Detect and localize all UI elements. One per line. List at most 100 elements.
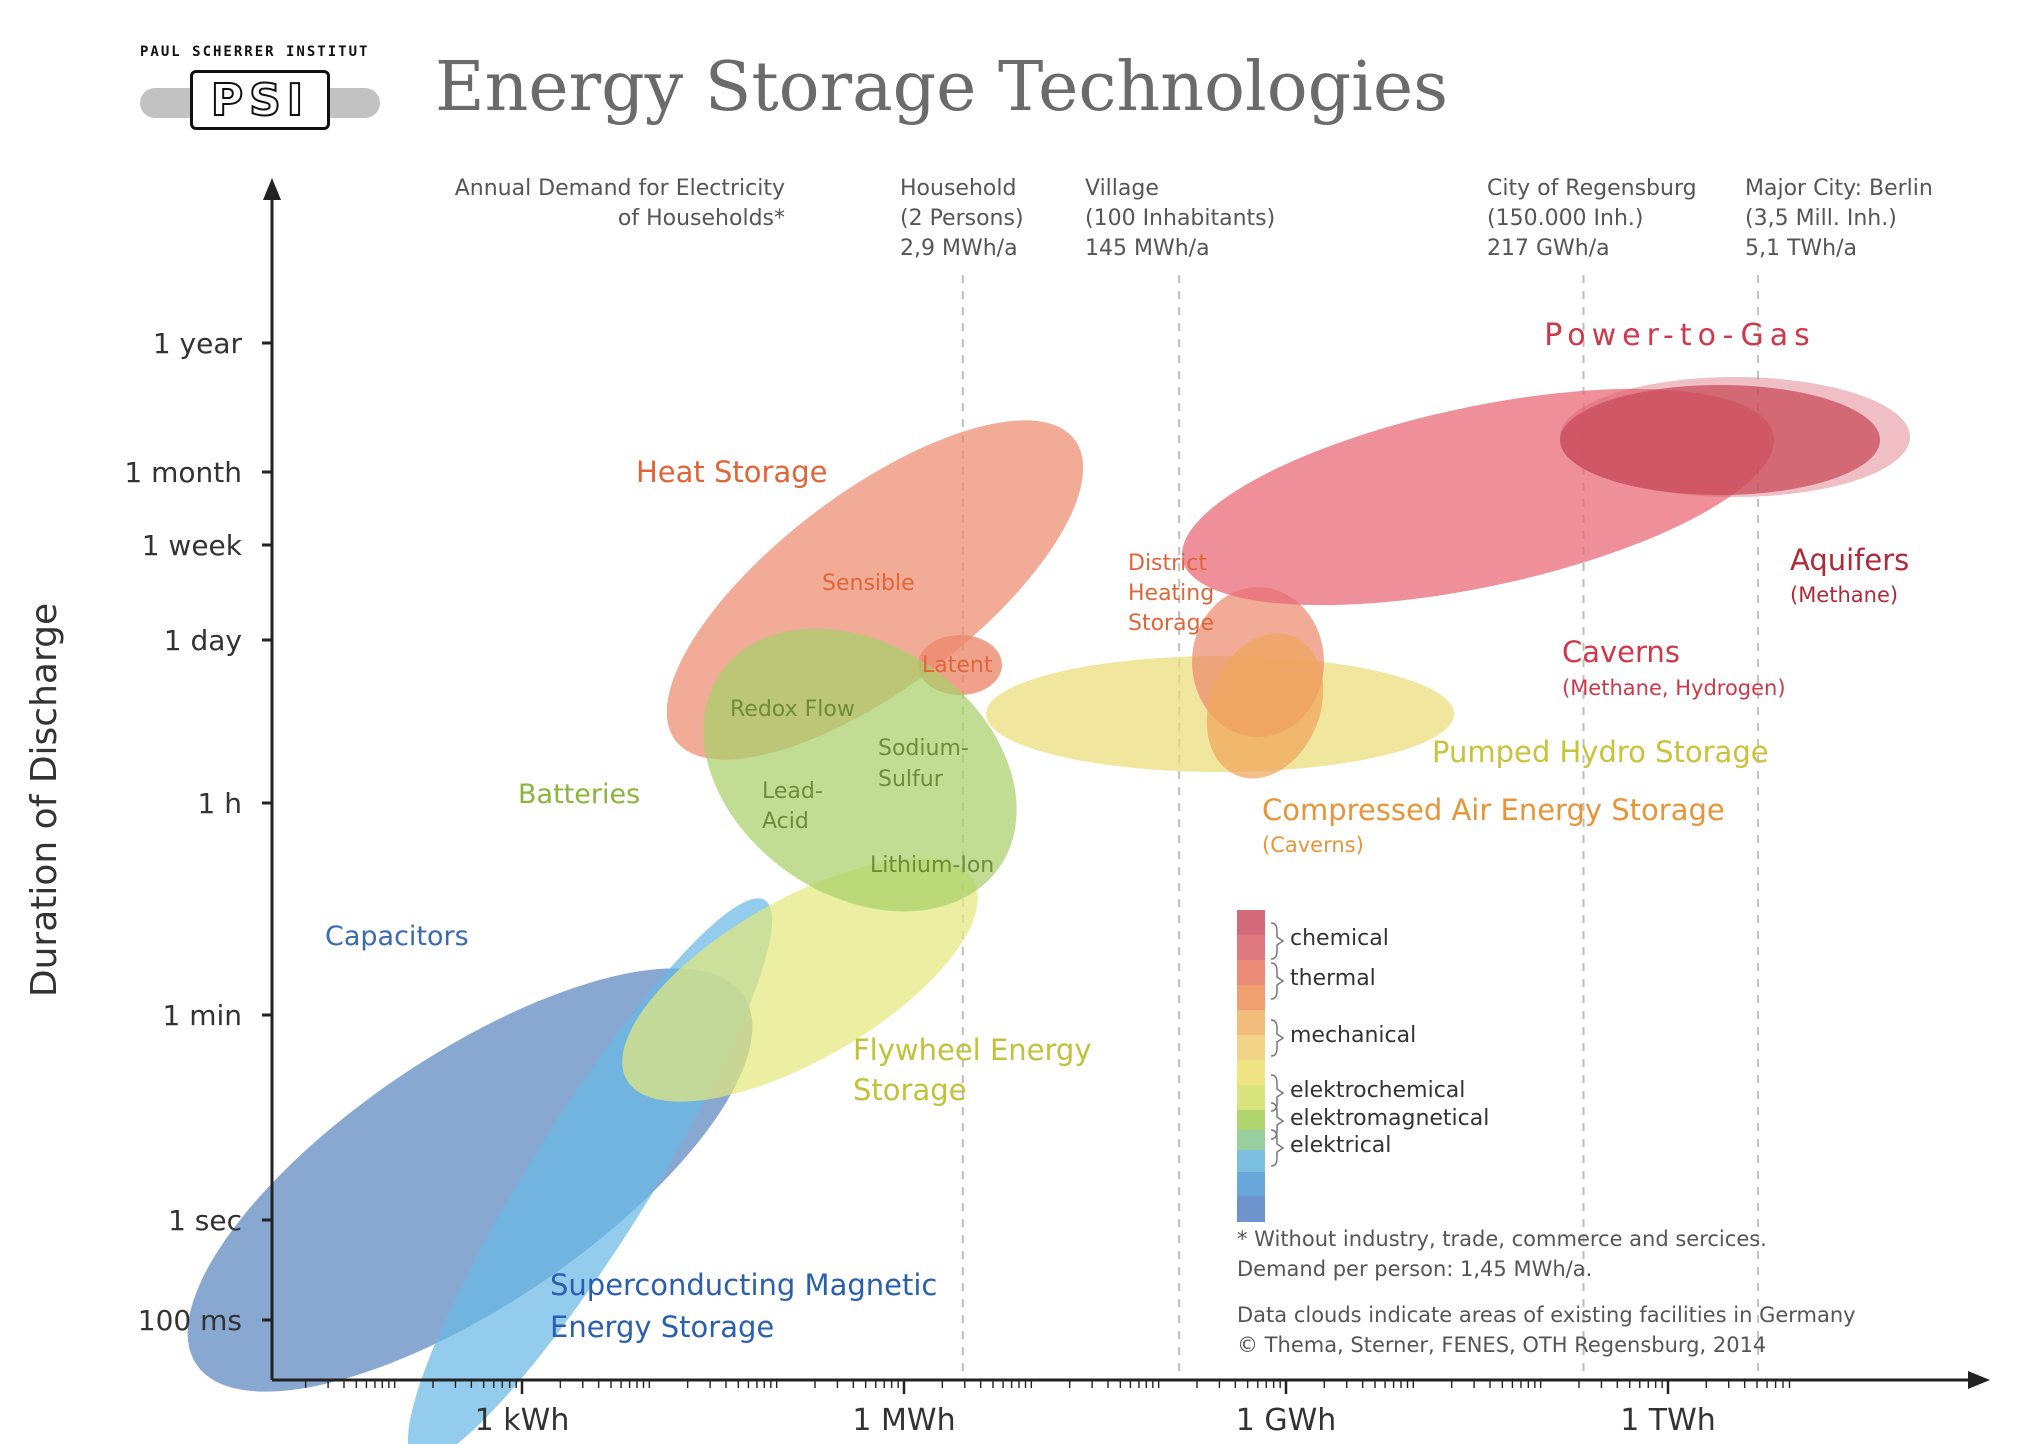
smes-label: Energy Storage [550,1310,774,1344]
reference-label: Household [900,176,1016,201]
reference-label: Village [1085,176,1159,201]
y-tick-label: 1 sec [168,1204,242,1237]
y-tick-label: 1 year [153,327,243,360]
district-heating-label: District [1128,551,1207,576]
legend-label-elektrical: elektrical [1290,1133,1391,1158]
legend-label-thermal: thermal [1290,966,1376,991]
sodium-sulfur-label: Sulfur [878,767,944,792]
y-tick-label: 1 h [198,787,242,820]
reference-label: 5,1 TWh/a [1745,236,1857,261]
x-tick-label: 1 kWh [475,1403,570,1438]
latent-label: Latent [922,653,993,678]
flywheel-label: Storage [853,1073,966,1107]
aquifers-note: (Methane) [1790,583,1898,607]
sodium-sulfur-label: Sodium- [878,736,969,761]
reference-label: 217 GWh/a [1487,236,1610,261]
x-tick-label: 1 MWh [852,1403,955,1438]
district-heating-label: Heating [1128,581,1214,606]
lead-acid-label: Acid [762,809,809,834]
legend-label-elektrochemical: elektrochemical [1290,1078,1465,1103]
y-axis-title: Duration of Discharge [24,603,65,997]
cloud-labels: Power-to-Gas Heat Storage Sensible Latent Ba… [325,318,1909,1344]
y-axis-arrow [263,178,281,200]
reference-label: (2 Persons) [900,206,1024,231]
district-heating-label: Storage [1128,611,1214,636]
psi-logo: PAUL SCHERRER INSTITUT PSI [140,44,380,134]
redox-flow-label: Redox Flow [730,697,855,722]
flywheel-label: Flywheel Energy [853,1033,1092,1067]
x-tick-label: 1 GWh [1236,1403,1337,1438]
legend-swatch [1237,1010,1265,1036]
logo-org-text: PAUL SCHERRER INSTITUT [140,44,370,60]
legend-brace [1270,1102,1285,1140]
reference-label: 2,9 MWh/a [900,236,1018,261]
legend-label-elektromagnetical: elektromagnetical [1290,1106,1489,1131]
compressed-air-note: (Caverns) [1262,833,1364,857]
legend-swatch [1237,960,1265,986]
reference-header: of Households* [618,206,785,231]
axes: 1 year 1 month 1 week 1 day 1 h 1 min 1 sec 100… [24,178,1990,1438]
y-tick-label: 100 ms [138,1304,242,1337]
logo-box: PSI [190,70,330,130]
reference-label: (150.000 Inh.) [1487,206,1644,231]
reference-label: City of Regensburg [1487,176,1697,201]
legend-brace [1270,1019,1285,1057]
caverns-label: Caverns [1562,635,1680,669]
legend-brace [1270,922,1285,960]
note-text: © Thema, Sterner, FENES, OTH Regensburg,… [1237,1333,1766,1357]
pumped-hydro-label: Pumped Hydro Storage [1432,735,1769,769]
note-text: * Without industry, trade, commerce and … [1237,1227,1767,1251]
capacitors-label: Capacitors [325,921,469,952]
x-axis-arrow [1968,1371,1990,1389]
reference-label: (3,5 Mill. Inh.) [1745,206,1897,231]
sensible-label: Sensible [822,571,915,596]
reference-header: Annual Demand for Electricity [455,176,785,201]
y-tick-label: 1 month [124,456,242,489]
aquifers-cloud [1560,385,1880,495]
legend-swatch [1237,1150,1265,1176]
batteries-label: Batteries [518,779,640,810]
x-tick-label: 1 TWh [1620,1403,1716,1438]
legend-brace [1270,962,1285,1000]
heat-storage-label: Heat Storage [636,455,827,489]
reference-lines: Household (2 Persons) 2,9 MWh/a Village (100… [455,176,1933,1378]
compressed-air-label: Compressed Air Energy Storage [1262,793,1725,827]
legend-swatch [1237,1085,1265,1111]
note-text: Data clouds indicate areas of existing f… [1237,1303,1856,1327]
note-text: Demand per person: 1,45 MWh/a. [1237,1257,1592,1281]
page-title: Energy Storage Technologies [435,48,1449,127]
lead-acid-label: Lead- [762,779,823,804]
legend-swatch [1237,985,1265,1011]
caverns-note: (Methane, Hydrogen) [1562,676,1786,700]
y-tick-label: 1 day [164,624,242,657]
legend-brace [1270,1129,1285,1167]
legend-label-mechanical: mechanical [1290,1023,1416,1048]
compressed-air-cloud [1206,633,1324,779]
flywheel-cloud [622,858,978,1102]
legend: chemical thermal mechanical elektrochemical… [1237,910,1489,1222]
data-clouds [187,377,1910,1444]
y-tick-label: 1 week [142,529,243,562]
y-tick-label: 1 min [162,999,242,1032]
legend-swatch [1237,1060,1265,1086]
aquifers-label: Aquifers [1790,543,1909,577]
power-to-gas-label: Power-to-Gas [1544,318,1815,353]
legend-brace [1270,1074,1285,1112]
aquifers-outer-cloud [1560,377,1910,497]
logo-mark: PSI [210,74,310,127]
reference-label: (100 Inhabitants) [1085,206,1275,231]
smes-label: Superconducting Magnetic [550,1268,937,1302]
legend-label-chemical: chemical [1290,926,1389,951]
legend-swatch [1237,1172,1265,1198]
reference-label: 145 MWh/a [1085,236,1210,261]
lithium-ion-label: Lithium-Ion [870,853,994,878]
batteries-cloud [703,628,1017,912]
legend-swatch [1237,1196,1265,1222]
legend-swatch [1237,1035,1265,1061]
header: PAUL SCHERRER INSTITUT PSI Energy Storag… [0,0,2026,150]
legend-swatch [1237,935,1265,961]
reference-label: Major City: Berlin [1745,176,1933,201]
legend-swatch [1237,910,1265,936]
notes: * Without industry, trade, commerce and … [1237,1227,1856,1357]
